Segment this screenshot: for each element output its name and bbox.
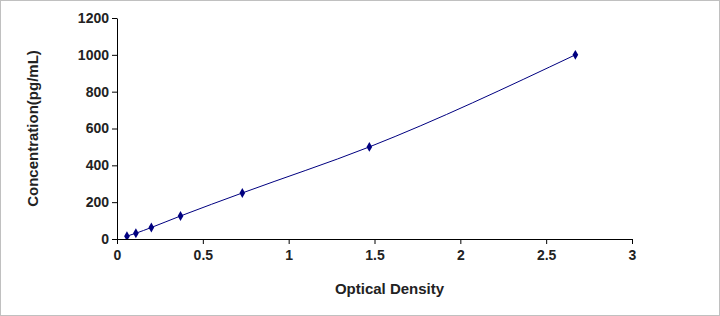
x-tick-label: 3 — [629, 247, 637, 263]
x-tick-mark — [117, 239, 118, 244]
y-tick-label: 600 — [86, 120, 110, 136]
point — [239, 188, 245, 198]
y-axis-line — [117, 19, 118, 240]
y-tick: 800 — [86, 84, 117, 100]
x-tick: 1.5 — [365, 239, 385, 263]
x-tick-mark — [203, 239, 204, 244]
x-tick: 3 — [629, 239, 637, 263]
y-tick-mark — [112, 129, 117, 130]
x-axis: 0 0.5 1 1.5 2 2.5 3 — [114, 239, 637, 263]
x-axis-title: Optical Density — [335, 280, 445, 297]
chart: 0 0.5 1 1.5 2 2.5 3 0 200 400 600 800 1000 1200 Optica… — [0, 0, 720, 316]
x-tick: 0 — [114, 239, 122, 263]
x-tick: 2.5 — [537, 239, 557, 263]
y-tick-mark — [112, 18, 117, 19]
x-tick-mark — [289, 239, 290, 244]
point — [133, 228, 139, 238]
y-tick-label: 1000 — [78, 47, 109, 63]
curve — [127, 55, 575, 236]
point — [148, 223, 154, 233]
point — [573, 50, 579, 60]
x-tick-label: 2.5 — [537, 247, 557, 263]
x-tick-label: 0 — [114, 247, 122, 263]
x-tick-label: 1 — [285, 247, 293, 263]
point — [124, 231, 130, 239]
x-tick: 1 — [285, 239, 293, 263]
y-tick: 200 — [86, 194, 117, 210]
y-tick-label: 800 — [86, 84, 110, 100]
point — [367, 142, 373, 152]
plot-area — [124, 50, 578, 239]
y-tick-label: 0 — [101, 231, 109, 247]
x-tick-mark — [546, 239, 547, 244]
y-tick: 1000 — [78, 47, 117, 63]
x-tick: 2 — [457, 239, 465, 263]
x-tick-mark — [460, 239, 461, 244]
y-tick: 1200 — [78, 10, 117, 26]
y-tick-label: 400 — [86, 157, 110, 173]
y-axis: 0 200 400 600 800 1000 1200 — [78, 10, 118, 247]
y-tick-mark — [112, 92, 117, 93]
y-tick: 400 — [86, 157, 117, 173]
point — [178, 211, 184, 221]
y-tick-mark — [112, 55, 117, 56]
y-tick-mark — [112, 202, 117, 203]
frame — [1, 1, 720, 316]
x-tick-mark — [632, 239, 633, 244]
y-tick-label: 200 — [86, 194, 110, 210]
x-tick: 0.5 — [194, 239, 214, 263]
y-tick-mark — [112, 165, 117, 166]
x-tick-label: 2 — [457, 247, 465, 263]
y-axis-title: Concentration(pg/mL) — [24, 50, 41, 207]
x-tick-label: 0.5 — [194, 247, 214, 263]
y-tick: 0 — [101, 231, 117, 247]
x-tick-label: 1.5 — [365, 247, 385, 263]
y-tick-label: 1200 — [78, 10, 109, 26]
y-tick-mark — [112, 239, 117, 240]
x-tick-mark — [375, 239, 376, 244]
y-tick: 600 — [86, 120, 117, 136]
